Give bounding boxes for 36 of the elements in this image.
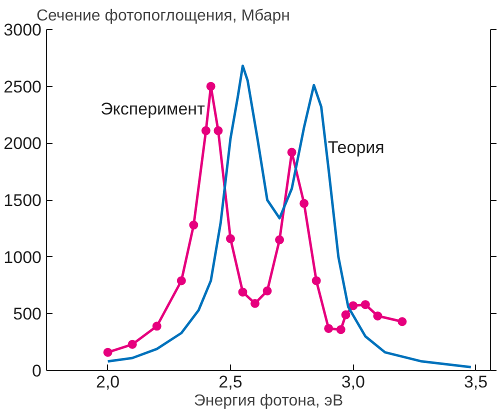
point <box>348 301 358 310</box>
series-label: Эксперимент <box>100 99 206 118</box>
point <box>189 220 198 230</box>
series-label: Теория <box>328 138 384 158</box>
point <box>103 348 112 357</box>
point <box>312 276 321 286</box>
x-tick-label: 3,5 <box>464 372 488 392</box>
y-tick-label: 1500 <box>4 191 42 210</box>
y-tick-label: 2500 <box>4 77 42 96</box>
point <box>341 310 350 320</box>
point <box>206 82 216 91</box>
point <box>398 317 407 326</box>
y-tick-label: 1000 <box>4 248 42 267</box>
y-tick-label: 500 <box>13 304 42 324</box>
point <box>152 322 162 331</box>
point <box>373 311 382 320</box>
point <box>287 148 296 157</box>
point <box>250 298 260 308</box>
point <box>226 234 235 244</box>
point <box>262 286 272 296</box>
x-tick-label: 3,0 <box>341 372 365 392</box>
point <box>201 126 210 136</box>
x-axis-title: Энергия фотона, эВ <box>194 392 344 410</box>
point <box>238 288 248 297</box>
y-tick-label: 0 <box>32 362 42 380</box>
x-tick-label: 2,0 <box>96 372 120 392</box>
point <box>275 235 284 244</box>
point <box>360 300 370 310</box>
point <box>176 276 186 286</box>
point <box>128 340 137 349</box>
point <box>300 198 309 208</box>
point <box>336 325 346 334</box>
y-tick-label: 2000 <box>4 134 42 154</box>
point <box>214 126 223 136</box>
x-tick-label: 2,5 <box>218 372 242 392</box>
point <box>324 324 334 333</box>
